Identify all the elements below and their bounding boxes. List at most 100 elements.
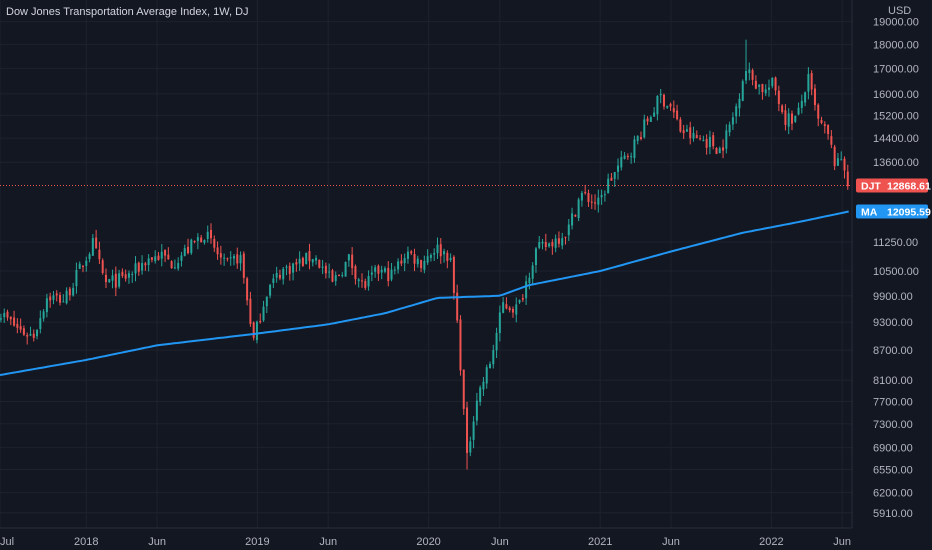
candle — [482, 377, 485, 397]
candle-body — [429, 255, 432, 258]
candle-body — [846, 171, 849, 187]
candle-body — [206, 231, 209, 239]
candle-body — [817, 104, 820, 119]
candle — [341, 272, 344, 278]
candle — [439, 238, 442, 264]
candle — [617, 158, 620, 180]
candle — [406, 246, 409, 264]
candle — [13, 310, 16, 327]
candle — [121, 268, 124, 278]
candle — [390, 262, 393, 282]
candle-body — [580, 192, 583, 201]
candle-body — [81, 265, 84, 267]
candle — [255, 320, 258, 344]
candle — [334, 271, 337, 286]
candle-body — [137, 262, 140, 272]
time-axis[interactable]: Jul 2018 Jun 2019 Jun 2020 Jun 2021 Jun 2022 Jun — [0, 536, 851, 548]
candle — [820, 116, 823, 125]
candle-body — [518, 300, 521, 303]
candle — [607, 173, 610, 194]
candle — [443, 248, 446, 263]
candle — [594, 194, 597, 210]
candle-body — [702, 140, 705, 142]
candle — [745, 39, 748, 84]
candle-body — [219, 253, 222, 258]
y-tick-label: 8100.00 — [873, 375, 913, 387]
candle — [807, 67, 810, 100]
y-tick-label: 6900.00 — [873, 443, 913, 455]
candle-body — [626, 156, 629, 158]
candle — [541, 238, 544, 250]
candle-body — [223, 257, 226, 259]
y-tick-label: 7700.00 — [873, 396, 913, 408]
candle — [269, 283, 272, 299]
candle — [88, 252, 91, 263]
candle — [49, 292, 52, 308]
candle-body — [784, 110, 787, 125]
candle — [446, 250, 449, 269]
candle — [118, 269, 121, 289]
candle — [462, 369, 465, 415]
candle — [301, 256, 304, 267]
candle-body — [236, 254, 239, 264]
candle-body — [813, 88, 816, 106]
candle-body — [334, 275, 337, 282]
candle — [311, 258, 314, 267]
candle-body — [823, 124, 826, 127]
candle — [551, 239, 554, 255]
candle-body — [574, 215, 577, 217]
candle-body — [298, 258, 301, 264]
candle-body — [269, 284, 272, 296]
x-tick-label: Jul — [0, 536, 14, 548]
candle-body — [649, 117, 652, 122]
candle — [127, 270, 130, 284]
candle — [725, 124, 728, 154]
candle — [308, 243, 311, 270]
candle-body — [118, 273, 121, 287]
candle — [229, 251, 232, 266]
candle — [420, 259, 423, 273]
candle — [272, 273, 275, 288]
candle-body — [367, 275, 370, 287]
candle-body — [794, 115, 797, 122]
candle — [656, 95, 659, 121]
candle — [239, 251, 242, 271]
candle-body — [32, 333, 35, 338]
candle-body — [423, 260, 426, 270]
candle — [472, 416, 475, 449]
candle-body — [505, 304, 508, 309]
candle-body — [383, 268, 386, 272]
candle — [485, 364, 488, 389]
candle — [685, 124, 688, 132]
candle-body — [745, 71, 748, 81]
candle — [141, 255, 144, 275]
candle — [843, 156, 846, 179]
candle-body — [246, 278, 249, 301]
candle-body — [669, 103, 672, 107]
candle — [623, 152, 626, 160]
candle — [200, 234, 203, 243]
candle — [45, 293, 48, 318]
candle-body — [741, 81, 744, 101]
candle-body — [551, 241, 554, 247]
candle-body — [226, 258, 229, 260]
candle-body — [738, 98, 741, 109]
y-tick-label: 7300.00 — [873, 419, 913, 431]
candle — [131, 271, 134, 283]
price-axis[interactable]: 19000.00 18000.00 17000.00 16000.00 15200.00… — [873, 17, 919, 520]
candle-body — [400, 260, 403, 264]
candle — [827, 124, 830, 140]
candle — [232, 254, 235, 266]
candle-body — [656, 96, 659, 115]
candle — [790, 110, 793, 131]
candle-body — [318, 259, 321, 268]
candle — [78, 261, 81, 269]
candle — [492, 344, 495, 369]
candle-body — [708, 136, 711, 148]
candle-body — [623, 155, 626, 159]
candle — [68, 286, 71, 301]
candle — [653, 107, 656, 117]
candle-body — [75, 269, 78, 287]
candle — [26, 332, 29, 345]
